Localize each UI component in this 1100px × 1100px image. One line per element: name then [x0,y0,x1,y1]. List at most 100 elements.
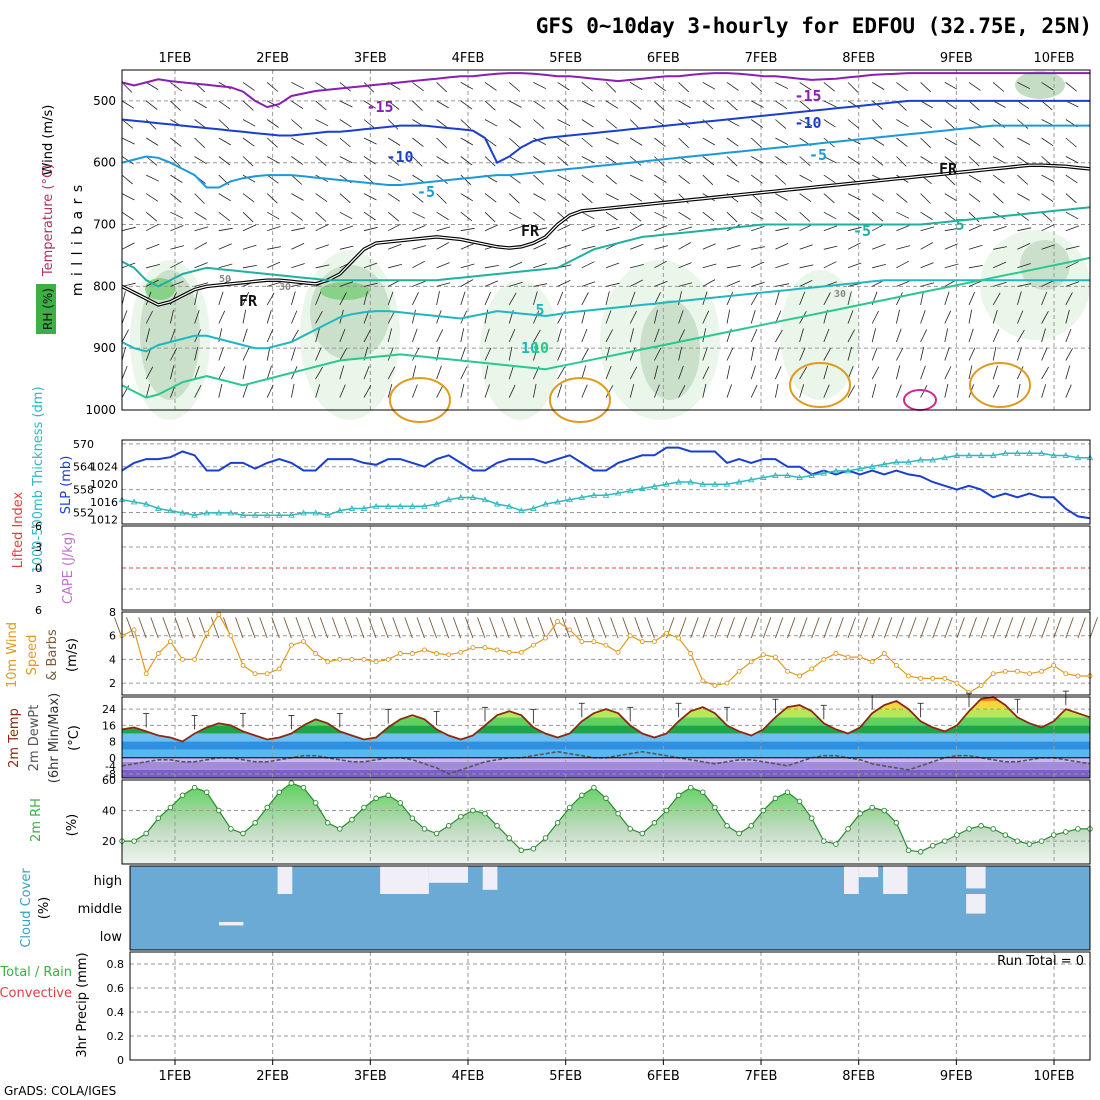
wind-barb [194,226,209,232]
wind-barb [533,137,546,145]
wind-barb [629,100,642,110]
wind-barb [557,100,569,111]
wind-barb [291,193,304,201]
wind10-barb [956,617,965,639]
wind-barb [315,224,329,232]
bottom-date-9FEB: 9FEB [940,1069,973,1084]
wind-barb [920,346,925,361]
wind-barb [920,226,935,232]
wind-barb [267,261,281,269]
wind10-marker [712,683,718,688]
wind-barb [266,346,271,361]
wind-barb [1017,82,1031,90]
wind-barb [387,291,394,306]
wind10-marker [373,659,379,665]
contour-label-0: -15 [366,98,393,116]
wind10-barb [598,617,607,639]
wind-barb [557,384,563,398]
wind-barb [145,156,158,166]
slp-marker [881,460,888,467]
upper-frame [121,69,1091,411]
top-date-2FEB: 2FEB [256,51,289,66]
slp-marker [348,505,356,511]
upper-ytick-800: 800 [93,279,116,293]
wind-barb [847,242,861,250]
wind-barb [170,245,185,250]
slp-marker [324,511,331,518]
wind10-marker [748,659,754,665]
wind-barb [678,100,691,109]
wind-barb [436,226,451,232]
wind10-marker [349,656,355,662]
slp-marker [965,452,973,458]
rh-marker [203,789,210,795]
wind10-barb [908,617,917,639]
wind-barb [799,174,813,183]
wind-barb [339,365,345,380]
wind-barb [823,384,830,398]
slp-marker [276,511,283,518]
wind-barb [581,348,589,361]
wind-barb [896,156,907,167]
wind-barb [1041,211,1053,222]
slp-marker [639,485,646,492]
wind-barb [775,100,788,110]
wind10-barb [714,617,723,639]
precip-frame [129,951,1091,1061]
wind-barb [605,310,612,324]
wind-barb [629,156,642,166]
wind10-marker [700,678,706,684]
wind10-barb [702,617,711,639]
wind-barb [654,225,668,232]
wind-barb [194,137,205,148]
wind-barb [460,211,473,222]
wind-barb [388,264,402,269]
wind-barb [799,211,811,222]
wind-barb [412,137,424,147]
top-date-7FEB: 7FEB [745,51,778,66]
rh-marker [1075,826,1081,832]
wind10-marker [809,666,815,672]
slp-marker [263,511,271,518]
wind-barb [993,226,1007,232]
slp-marker [203,509,210,516]
wind-barb [823,328,830,343]
wind-barb [291,243,305,250]
rh-marker [845,826,851,832]
wind-barb [291,137,304,145]
wind-barb [266,174,279,184]
wind-barb [993,156,1006,164]
wind10-barb [368,617,377,639]
wind-barb [412,292,419,306]
wind10-barb [174,617,183,639]
wind10-ylabel-3: & Barbs [45,629,60,681]
wind-barb [775,156,788,165]
wind-barb [630,279,643,287]
wind-barb [896,309,900,324]
precip-ytick-0: 0 [117,1054,124,1067]
wind10-barb [774,617,784,639]
rh-marker [966,826,972,832]
wind-barb [484,309,489,324]
slp-marker [239,511,247,518]
li-ytick-3: 3 [35,583,42,596]
wind-barb [1065,211,1079,220]
slp-marker [288,511,295,518]
contour-label-6: -5 [853,222,871,240]
wind-barb [339,82,351,92]
wind10-barb [1029,617,1038,639]
wind-barb [847,226,862,232]
upper-ytick-700: 700 [93,218,116,232]
wind-barb [266,211,280,220]
wind-barb [1065,174,1078,184]
wind-barb [751,156,764,164]
wind10-ylabel-1: 10m Wind [5,622,20,688]
wind-barb [508,365,514,380]
wind-barb [460,383,465,398]
slp-frame [121,439,1091,525]
wind-barb [823,119,836,128]
wind-barb [751,261,765,269]
wind-barb [387,310,395,324]
slp-marker [251,511,259,518]
rh-marker [724,823,730,829]
